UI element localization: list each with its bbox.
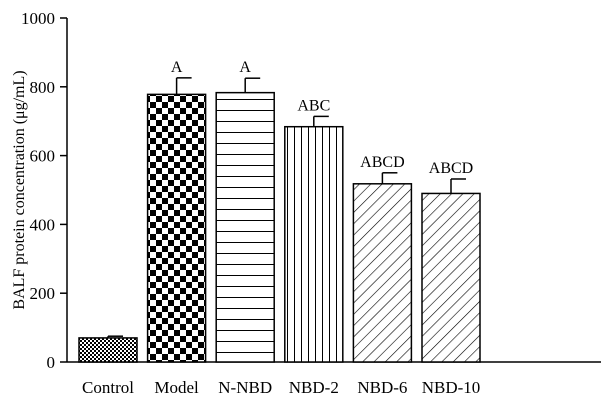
x-tick-label: Model: [154, 378, 199, 397]
y-axis-title: BALF protein concentration (μg/mL): [11, 70, 28, 309]
significance-label: A: [171, 59, 183, 76]
bars: ControlAModelAN-NBDABCNBD-2ABCDNBD-6ABCD…: [78, 59, 481, 397]
y-tick-label: 400: [30, 215, 56, 234]
bar-group: ABC NBD-2: [284, 97, 344, 397]
significance-label: A: [239, 59, 251, 76]
bar-group: A Model: [146, 59, 207, 397]
bar: [284, 125, 344, 363]
bar: [146, 93, 207, 363]
significance-label: ABCD: [360, 154, 404, 171]
bar-group: Control: [78, 335, 138, 397]
significance-label: ABCD: [429, 160, 473, 177]
bar-group: ABCD NBD-10: [421, 160, 481, 397]
significance-label: ABC: [297, 97, 330, 114]
bar-group: ABCD NBD-6: [352, 154, 413, 397]
x-tick-label: NBD-6: [357, 378, 407, 397]
y-axis: 0 200 400 600 800 1000: [21, 9, 68, 372]
x-tick-label: NBD-2: [289, 378, 339, 397]
y-tick-label: 200: [30, 284, 56, 303]
y-tick-label: 1000: [21, 9, 55, 28]
x-tick-label: N-NBD: [218, 378, 272, 397]
y-tick-label: 800: [30, 78, 56, 97]
bar: [215, 91, 275, 363]
x-tick-label: NBD-10: [422, 378, 481, 397]
bar-group: A N-NBD: [215, 59, 275, 397]
bar: [352, 183, 413, 363]
y-tick-label: 0: [47, 353, 56, 372]
y-tick-label: 600: [30, 147, 56, 166]
bar: [421, 192, 481, 363]
x-tick-label: Control: [82, 378, 134, 397]
bar: [78, 337, 138, 363]
